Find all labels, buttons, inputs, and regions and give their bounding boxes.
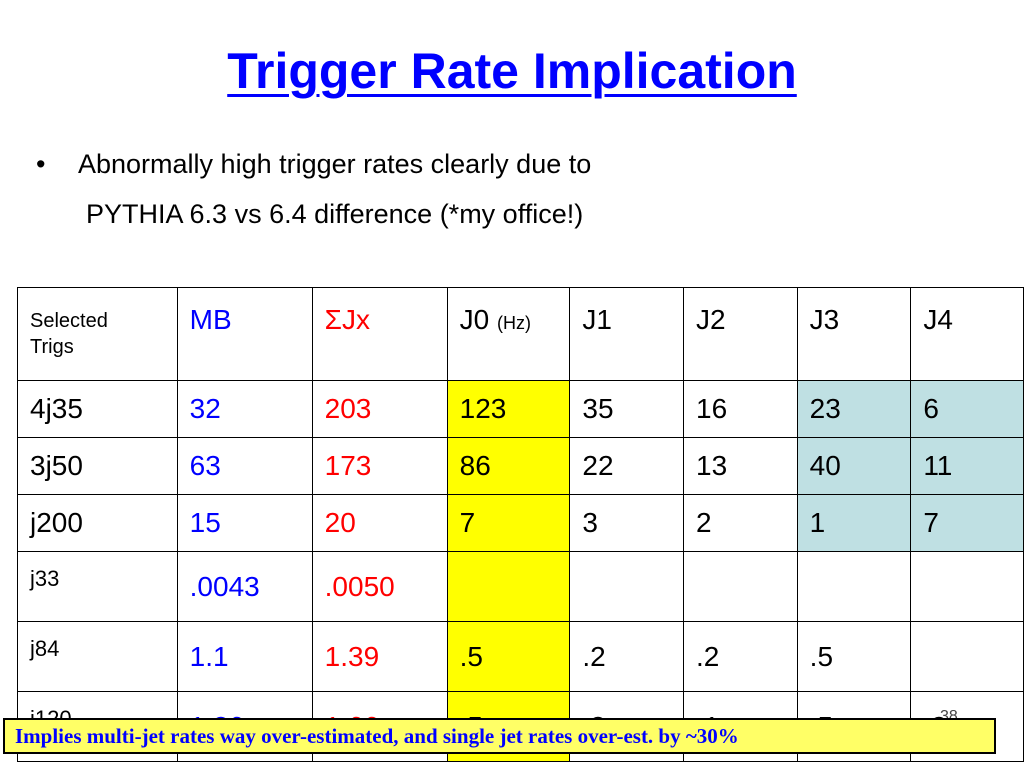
cell-j3: .5 [796,621,912,692]
table-header-row: Selected Trigs MB ΣJx J0 (Hz) J1 J2 J3 J4 [17,287,1024,381]
cell-sum-jx: .0050 [311,551,448,622]
header-j3: J3 [796,287,912,381]
cell-j3 [796,551,912,622]
cell-j0: 86 [446,437,571,495]
cell-sum-jx: 1.39 [311,621,448,692]
cell-trig: j84 [17,621,178,692]
cell-trig: j200 [17,494,178,552]
bullet-text-line1: Abnormally high trigger rates clearly du… [78,149,592,179]
cell-j4: 11 [910,437,1024,495]
cell-trig: j33 [17,551,178,622]
cell-j2: 13 [683,437,798,495]
cell-j1 [569,551,685,622]
cell-j2: 16 [683,380,798,438]
cell-mb: .0043 [176,551,313,622]
hz-unit: (Hz) [496,313,531,333]
cell-j0: 7 [446,494,571,552]
cell-j1: .2 [569,621,685,692]
cell-j0: 123 [446,380,571,438]
cell-j3: 23 [796,380,912,438]
cell-trig: 4j35 [17,380,178,438]
cell-j2 [683,551,798,622]
cell-j1: 3 [569,494,685,552]
header-j2: J2 [683,287,798,381]
trigger-rate-table: Selected Trigs MB ΣJx J0 (Hz) J1 J2 J3 J4… [17,287,1024,762]
sigma-symbol: Σ [324,304,342,335]
cell-mb: 15 [176,494,313,552]
cell-j4 [910,551,1024,622]
bullet-text-line2: PYTHIA 6.3 vs 6.4 difference (*my office… [86,199,584,229]
cell-sum-jx: 173 [311,437,448,495]
slide-title: Trigger Rate Implication [227,43,797,99]
cell-j4: 6 [910,380,1024,438]
table-row: j200 15 20 7 3 2 1 7 [17,494,1024,552]
cell-j4 [910,621,1024,692]
table-row: j84 1.1 1.39 .5 .2 .2 .5 [17,621,1024,692]
table-row: 3j50 63 173 86 22 13 40 11 [17,437,1024,495]
header-j0: J0 (Hz) [446,287,571,381]
cell-sum-jx: 20 [311,494,448,552]
table-row: j33 .0043 .0050 [17,551,1024,622]
header-sum-jx: ΣJx [311,287,448,381]
cell-j3: 40 [796,437,912,495]
bullet-symbol: • [36,149,46,179]
cell-mb: 32 [176,380,313,438]
cell-j0 [446,551,571,622]
cell-mb: 1.1 [176,621,313,692]
header-j4: J4 [910,287,1024,381]
header-mb: MB [176,287,313,381]
cell-j1: 22 [569,437,685,495]
cell-sum-jx: 203 [311,380,448,438]
cell-j3: 1 [796,494,912,552]
conclusion-note: Implies multi-jet rates way over-estimat… [3,718,996,754]
table-row: 4j35 32 203 123 35 16 23 6 [17,380,1024,438]
cell-j4: 7 [910,494,1024,552]
header-selected-trigs: Selected Trigs [17,287,178,381]
cell-trig: 3j50 [17,437,178,495]
cell-j1: 35 [569,380,685,438]
cell-mb: 63 [176,437,313,495]
cell-j0: .5 [446,621,571,692]
header-j1: J1 [569,287,685,381]
cell-j2: 2 [683,494,798,552]
cell-j2: .2 [683,621,798,692]
